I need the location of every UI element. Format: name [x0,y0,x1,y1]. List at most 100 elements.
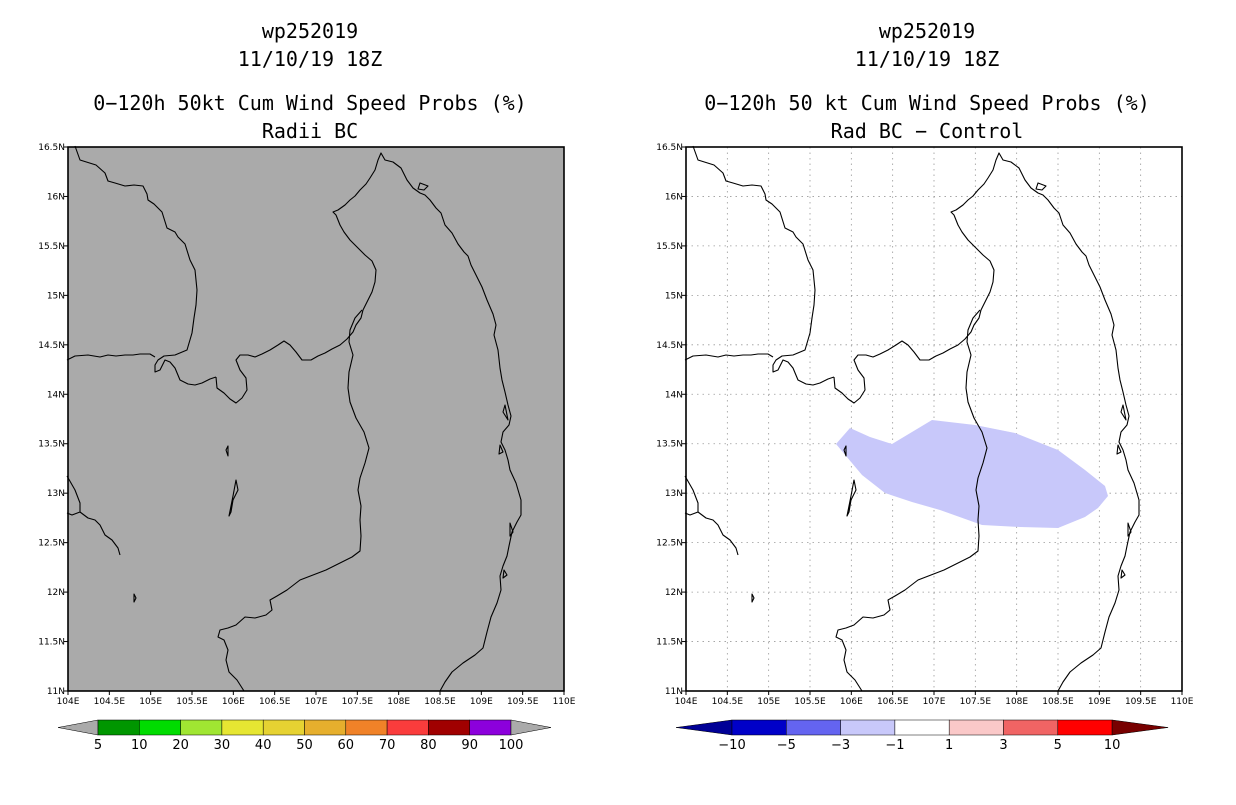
left-colorbar-label: 5 [94,738,102,753]
left-y-tick-label: 16N [47,192,65,202]
left-y-tick-label: 13.5N [38,440,65,450]
left-map: 104E 104.5E 105E 105.5E 106E 106.5E 107E 107.5E… [38,143,576,707]
left-panel: wp252019 11/10/19 18Z 0−120h 50kt Cum Wi… [38,19,576,753]
right-colorbar-label: −1 [885,738,904,753]
right-y-axis: 11N 11.5N 12N 12.5N 13N 13.5N 14N 14.5N 15N 15.5N… [656,143,686,697]
left-storm-id: wp252019 [262,19,358,43]
left-colorbar-label: 70 [379,738,396,753]
right-y-tick-label: 11N [665,687,683,697]
left-colorbar-swatch [304,719,347,736]
left-colorbar-label: 40 [255,738,272,753]
left-colorbar-label: 100 [499,738,524,753]
left-colorbar: 5 10 20 30 40 50 60 70 80 90 100 [57,719,552,753]
left-y-tick-label: 11N [47,687,65,697]
right-x-tick-label: 107.5E [960,697,992,707]
right-colorbar-swatch [948,719,1004,736]
right-x-tick-label: 109E [1088,697,1111,707]
left-probability-field [68,147,564,691]
left-y-tick-label: 15.5N [38,242,65,252]
right-colorbar-label: −10 [718,738,745,753]
right-colorbar: −10 −5 −3 −1 1 3 5 10 [675,719,1169,753]
right-panel: wp252019 11/10/19 18Z 0−120h 50 kt Cum W… [656,19,1194,753]
left-x-tick-label: 108.5E [424,697,456,707]
right-colorbar-label: −3 [831,738,850,753]
left-colorbar-swatch [139,719,181,736]
left-colorbar-low-arrow [57,719,99,736]
left-y-tick-label: 14N [47,390,65,400]
left-y-tick-label: 12N [47,588,65,598]
right-x-tick-label: 108E [1005,697,1028,707]
right-x-tick-label: 106.5E [877,697,909,707]
right-map-background [686,147,1182,691]
right-y-tick-label: 13N [665,489,683,499]
left-x-tick-label: 105E [139,697,162,707]
left-colorbar-swatch [469,719,512,736]
right-colorbar-label: −5 [777,738,796,753]
right-x-tick-label: 106E [840,697,863,707]
left-y-tick-label: 15N [47,291,65,301]
left-colorbar-label: 10 [131,738,148,753]
right-colorbar-high-arrow [1111,719,1169,736]
right-storm-id: wp252019 [879,19,975,43]
left-x-tick-label: 104E [57,697,80,707]
right-gridlines [686,147,1182,691]
right-y-tick-label: 14.5N [656,341,683,351]
left-colorbar-swatch [386,719,429,736]
left-x-tick-label: 106.5E [259,697,291,707]
right-y-tick-label: 15N [665,291,683,301]
right-colorbar-swatch [786,719,841,736]
right-colorbar-label: 10 [1104,738,1121,753]
left-x-tick-label: 109.5E [507,697,539,707]
left-datetime: 11/10/19 18Z [238,47,383,71]
right-subtitle: Rad BC − Control [831,119,1024,143]
left-y-tick-label: 14.5N [38,341,65,351]
left-x-tick-label: 105.5E [176,697,208,707]
left-x-tick-label: 104.5E [94,697,126,707]
left-y-tick-label: 13N [47,489,65,499]
right-colorbar-swatch [840,719,896,736]
right-colorbar-swatch [1057,719,1113,736]
right-colorbar-label: 3 [999,738,1007,753]
left-x-tick-label: 106E [222,697,245,707]
left-colorbar-swatch [97,719,140,736]
right-y-tick-label: 14N [665,390,683,400]
left-colorbar-swatch [180,719,223,736]
left-colorbar-swatch [345,719,388,736]
right-colorbar-label: 1 [945,738,953,753]
right-x-tick-label: 104E [675,697,698,707]
left-colorbar-label: 30 [214,738,231,753]
right-colorbar-swatch [1003,719,1059,736]
left-colorbar-label: 80 [420,738,437,753]
right-x-tick-label: 110E [1171,697,1194,707]
right-x-tick-label: 105.5E [794,697,826,707]
left-colorbar-high-arrow [510,719,552,736]
left-x-axis: 104E 104.5E 105E 105.5E 106E 106.5E 107E 107.5E… [57,691,576,707]
left-subtitle: Radii BC [262,119,358,143]
right-colorbar-label: 5 [1054,738,1062,753]
right-y-tick-label: 15.5N [656,242,683,252]
right-x-tick-label: 108.5E [1042,697,1074,707]
right-datetime: 11/10/19 18Z [855,47,1000,71]
right-y-tick-label: 13.5N [656,440,683,450]
right-colorbar-swatch [894,719,950,736]
left-colorbar-swatch [428,719,470,736]
left-x-tick-label: 107.5E [342,697,374,707]
right-x-tick-label: 105E [757,697,780,707]
left-colorbar-swatch [262,719,305,736]
right-x-tick-label: 104.5E [712,697,744,707]
left-x-tick-label: 107E [305,697,328,707]
left-colorbar-label: 90 [461,738,478,753]
left-colorbar-label: 20 [172,738,189,753]
right-y-tick-label: 12.5N [656,539,683,549]
left-x-tick-label: 110E [553,697,576,707]
right-map: 104E 104.5E 105E 105.5E 106E 106.5E 107E 107.5E… [656,143,1194,707]
left-y-axis: 11N 11.5N 12N 12.5N 13N 13.5N 14N 14.5N 15N 15.5N… [38,143,68,697]
right-y-tick-label: 16.5N [656,143,683,153]
right-x-tick-label: 109.5E [1125,697,1157,707]
right-x-tick-label: 107E [923,697,946,707]
left-y-tick-label: 16.5N [38,143,65,153]
left-colorbar-label: 50 [296,738,313,753]
right-x-axis: 104E 104.5E 105E 105.5E 106E 106.5E 107E 107.5E… [675,691,1194,707]
right-y-tick-label: 12N [665,588,683,598]
